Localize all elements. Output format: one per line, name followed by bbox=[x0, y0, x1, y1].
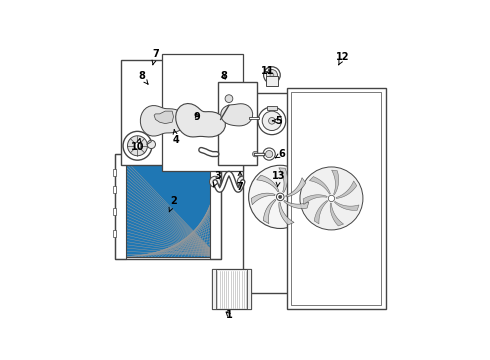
Bar bbox=[243, 93, 326, 293]
Circle shape bbox=[267, 69, 277, 81]
Circle shape bbox=[134, 143, 141, 149]
Text: 11: 11 bbox=[261, 66, 274, 76]
Polygon shape bbox=[309, 177, 330, 194]
Text: 3: 3 bbox=[213, 171, 221, 187]
Circle shape bbox=[264, 67, 280, 84]
Polygon shape bbox=[336, 181, 357, 198]
Polygon shape bbox=[266, 76, 278, 86]
Circle shape bbox=[263, 148, 275, 160]
Text: 2: 2 bbox=[169, 196, 177, 212]
Polygon shape bbox=[251, 193, 275, 205]
Circle shape bbox=[276, 193, 284, 201]
Text: 8: 8 bbox=[138, 72, 148, 84]
Polygon shape bbox=[263, 199, 276, 224]
Circle shape bbox=[127, 136, 147, 156]
Bar bbox=[113, 169, 117, 176]
Circle shape bbox=[210, 176, 220, 187]
Polygon shape bbox=[257, 175, 279, 192]
Bar bbox=[123, 157, 218, 257]
Text: 8: 8 bbox=[220, 72, 227, 81]
Bar bbox=[123, 157, 218, 257]
Text: 7: 7 bbox=[237, 172, 244, 192]
Polygon shape bbox=[279, 202, 294, 225]
Bar bbox=[113, 186, 117, 193]
Circle shape bbox=[262, 111, 282, 131]
Circle shape bbox=[300, 167, 363, 230]
Circle shape bbox=[195, 145, 205, 155]
Circle shape bbox=[237, 176, 248, 187]
Polygon shape bbox=[284, 201, 309, 208]
Circle shape bbox=[258, 107, 286, 135]
Circle shape bbox=[252, 151, 258, 157]
Bar bbox=[113, 208, 117, 215]
Polygon shape bbox=[330, 203, 343, 226]
Text: 6: 6 bbox=[275, 149, 285, 159]
Circle shape bbox=[225, 95, 233, 103]
Circle shape bbox=[269, 117, 275, 124]
Bar bbox=[115, 154, 126, 260]
Circle shape bbox=[212, 149, 221, 159]
Bar bbox=[162, 54, 243, 171]
Text: 1: 1 bbox=[225, 310, 232, 320]
Bar bbox=[210, 154, 220, 260]
Bar bbox=[247, 269, 251, 309]
Bar bbox=[115, 154, 220, 260]
Polygon shape bbox=[279, 168, 288, 193]
Circle shape bbox=[147, 140, 155, 149]
Circle shape bbox=[266, 150, 273, 158]
Polygon shape bbox=[334, 202, 359, 210]
Polygon shape bbox=[286, 177, 306, 197]
Polygon shape bbox=[154, 111, 173, 123]
Polygon shape bbox=[314, 201, 328, 224]
Circle shape bbox=[279, 195, 282, 198]
Text: 5: 5 bbox=[272, 116, 282, 126]
Circle shape bbox=[328, 195, 335, 202]
Circle shape bbox=[270, 73, 274, 77]
Bar bbox=[212, 269, 251, 309]
Circle shape bbox=[248, 165, 312, 229]
Polygon shape bbox=[220, 104, 253, 126]
Bar bbox=[292, 92, 381, 305]
Bar bbox=[212, 269, 217, 309]
Text: 9: 9 bbox=[194, 112, 200, 122]
Text: 13: 13 bbox=[272, 171, 286, 187]
Bar bbox=[218, 82, 257, 165]
Text: 12: 12 bbox=[336, 52, 349, 65]
Bar bbox=[121, 60, 193, 165]
Polygon shape bbox=[303, 195, 327, 204]
Circle shape bbox=[123, 131, 152, 160]
Polygon shape bbox=[175, 104, 225, 137]
Text: 4: 4 bbox=[173, 130, 180, 145]
Polygon shape bbox=[332, 170, 339, 195]
Bar bbox=[287, 87, 386, 309]
Circle shape bbox=[199, 120, 209, 130]
Bar bbox=[267, 106, 277, 110]
Circle shape bbox=[193, 114, 198, 120]
Text: 7: 7 bbox=[152, 49, 159, 65]
Polygon shape bbox=[141, 105, 185, 136]
Text: 10: 10 bbox=[131, 139, 144, 152]
Bar bbox=[113, 230, 117, 237]
